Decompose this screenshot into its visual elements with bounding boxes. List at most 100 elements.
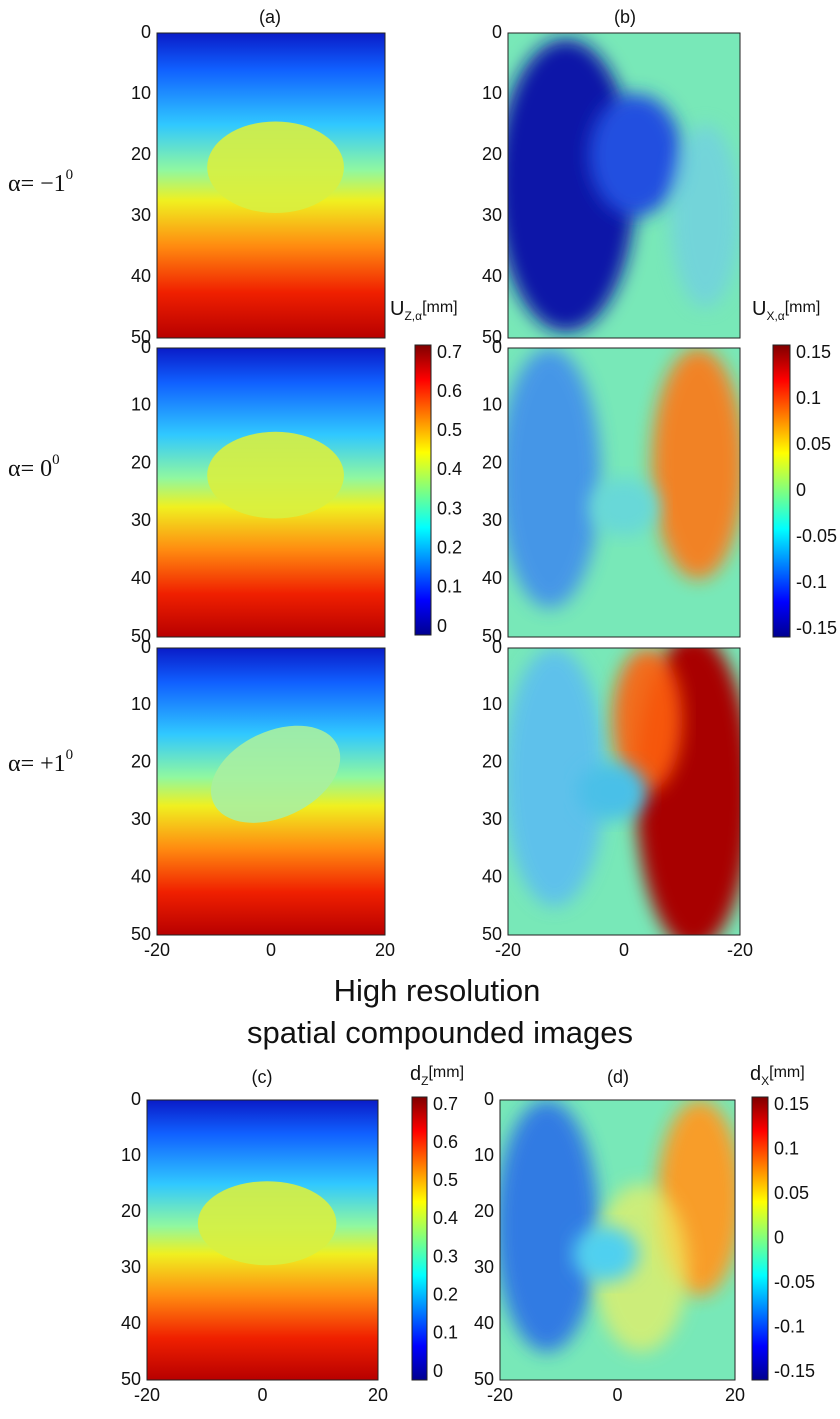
subscript: Z (421, 1074, 428, 1088)
y-tick-label: 10 (474, 1145, 494, 1165)
colorbar (772, 344, 791, 638)
y-tick-label: 10 (131, 694, 151, 714)
symbol: d (410, 1063, 421, 1085)
panel-frame (507, 647, 741, 936)
symbol: U (390, 298, 404, 320)
colorbar-tick-label: 0.1 (437, 577, 462, 597)
panel-frame (156, 647, 386, 936)
x-tick-label: 20 (725, 1385, 745, 1405)
colorbar-tick-label: 0.1 (774, 1138, 799, 1158)
colorbar-tick-label: 0.5 (433, 1170, 458, 1190)
panel-frame (146, 1099, 379, 1381)
y-tick-label: 10 (131, 395, 151, 415)
colorbar-tick-label: 0.15 (796, 342, 831, 362)
colorbar-tick-label: 0 (774, 1227, 784, 1247)
colorbar-label: UZ,α[mm] (390, 298, 458, 323)
region (508, 648, 606, 907)
row-label: α= −10 (8, 167, 73, 196)
y-tick-label: 10 (482, 83, 502, 103)
x-tick-label: -20 (495, 940, 521, 960)
colorbar-label: dZ[mm] (410, 1063, 464, 1088)
panel-title: (d) (607, 1067, 629, 1087)
colorbar-tick-label: 0.4 (437, 459, 462, 479)
alpha: α= +1 (8, 751, 66, 777)
y-tick-label: 30 (131, 205, 151, 225)
colorbar-tick-label: 0.1 (796, 388, 821, 408)
colorbar-tick-label: -0.15 (774, 1361, 815, 1381)
region (594, 1184, 688, 1352)
y-tick-label: 30 (131, 809, 151, 829)
unit: [mm] (422, 299, 458, 316)
heatmap (500, 1100, 735, 1380)
subscript: X (761, 1074, 769, 1088)
y-tick-label: 40 (482, 568, 502, 588)
y-tick-label: 20 (482, 452, 502, 472)
y-tick-label: 0 (492, 22, 502, 42)
y-tick-label: 0 (492, 337, 502, 357)
colorbar-tick-label: 0.6 (437, 381, 462, 401)
colorbar (411, 1096, 428, 1381)
y-tick-label: 30 (482, 510, 502, 530)
panel-title: (b) (614, 7, 636, 27)
row-label: α= 00 (8, 452, 60, 481)
y-tick-label: 20 (131, 144, 151, 164)
colorbar-tick-label: 0 (437, 616, 447, 636)
y-tick-label: 40 (131, 866, 151, 886)
x-tick-label: 0 (619, 940, 629, 960)
superscript: 0 (52, 452, 60, 468)
colorbar-tick-label: -0.05 (774, 1272, 815, 1292)
heatmap (508, 33, 740, 338)
region (500, 1100, 599, 1352)
colorbar-tick-label: -0.1 (774, 1316, 805, 1336)
y-tick-label: 30 (482, 809, 502, 829)
colorbar (751, 1096, 769, 1381)
colorbar-tick-label: 0.2 (433, 1284, 458, 1304)
y-tick-label: 10 (121, 1145, 141, 1165)
x-tick-label: -20 (134, 1385, 160, 1405)
colorbar-tick-label: 0 (796, 480, 806, 500)
colorbar-tick-label: -0.15 (796, 618, 837, 638)
subscript: Z,α (404, 309, 422, 323)
y-tick-label: 40 (482, 866, 502, 886)
y-tick-label: 50 (482, 327, 502, 347)
x-tick-label: -20 (144, 940, 170, 960)
y-tick-label: 50 (482, 626, 502, 646)
colorbar-tick-label: 0.3 (433, 1246, 458, 1266)
colorbar-tick-label: 0.05 (774, 1183, 809, 1203)
panel-frame (499, 1099, 736, 1381)
y-tick-label: 50 (482, 924, 502, 944)
colorbar-tick-label: 0.5 (437, 420, 462, 440)
y-tick-label: 0 (492, 637, 502, 657)
y-tick-label: 40 (131, 266, 151, 286)
region (589, 94, 682, 216)
region (207, 121, 344, 213)
heatmap (508, 648, 740, 935)
heatmap (157, 348, 385, 637)
heading: High resolution (334, 973, 541, 1008)
y-tick-label: 30 (121, 1257, 141, 1277)
y-tick-label: 20 (131, 452, 151, 472)
colorbar-tick-label: -0.05 (796, 526, 837, 546)
symbol: d (750, 1063, 761, 1085)
x-tick-label: 0 (257, 1385, 267, 1405)
y-tick-label: 0 (484, 1089, 494, 1109)
heatmap (157, 33, 385, 338)
panel-title: (c) (252, 1067, 273, 1087)
x-tick-label: 0 (266, 940, 276, 960)
y-tick-label: 0 (131, 1089, 141, 1109)
colorbar-label: dX[mm] (750, 1063, 805, 1088)
y-tick-label: 20 (482, 144, 502, 164)
y-tick-label: 20 (474, 1201, 494, 1221)
y-tick-label: 40 (121, 1313, 141, 1333)
y-tick-label: 0 (141, 337, 151, 357)
y-tick-label: 50 (474, 1369, 494, 1389)
y-tick-label: 20 (131, 752, 151, 772)
y-tick-label: 40 (131, 568, 151, 588)
panel-frame (507, 32, 741, 339)
colorbar-tick-label: 0.7 (433, 1094, 458, 1114)
region (207, 431, 344, 519)
x-tick-label: 20 (375, 940, 395, 960)
x-tick-label: -20 (727, 940, 753, 960)
